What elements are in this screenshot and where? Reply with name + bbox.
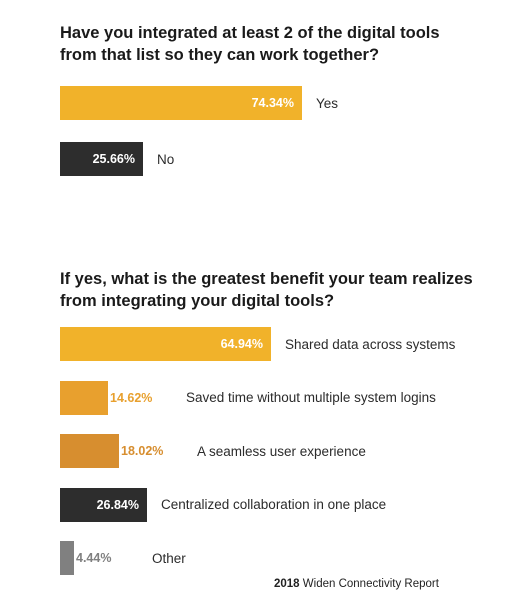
bar-value-label: 26.84% — [96, 497, 139, 512]
bar-value-label: 4.44% — [76, 551, 112, 565]
bar-row: 74.34% Yes — [60, 86, 338, 120]
bar-row: 64.94% Shared data across systems — [60, 327, 455, 361]
category-label: No — [157, 151, 175, 167]
bar: 26.84% — [60, 487, 147, 522]
bar-value-label: 64.94% — [220, 337, 263, 351]
bar: 74.34% — [60, 86, 302, 120]
footer-text: Widen Connectivity Report — [302, 578, 439, 590]
bar: 64.94% — [60, 327, 271, 361]
category-label: Saved time without multiple system login… — [186, 390, 436, 405]
chart-title: If yes, what is the greatest benefit you… — [60, 270, 473, 310]
source-footer: 2018 Widen Connectivity Report — [274, 578, 439, 590]
integration-chart: Have you integrated at least 2 of the di… — [60, 22, 480, 176]
category-label: Centralized collaboration in one place — [161, 497, 387, 512]
bar: 25.66% — [60, 142, 143, 176]
bar-value-label: 18.02% — [121, 444, 164, 458]
category-label: A seamless user experience — [197, 443, 366, 459]
bar: 18.02% — [60, 434, 163, 468]
bar-group: 74.34% Yes 25.66% No — [60, 86, 480, 186]
footer-year: 2018 — [274, 578, 300, 590]
bar: 4.44% — [60, 541, 111, 575]
bar-value-label: 14.62% — [110, 390, 153, 405]
benefit-chart: If yes, what is the greatest benefit you… — [60, 268, 480, 582]
bar-row: 25.66% No — [60, 142, 174, 176]
bar-row: 18.02% A seamless user experience — [60, 434, 366, 468]
category-label: Yes — [316, 95, 339, 111]
bar-value-label: 25.66% — [92, 152, 135, 166]
category-label: Other — [152, 550, 186, 566]
chart-title: Have you integrated at least 2 of the di… — [60, 24, 440, 64]
category-label: Shared data across systems — [285, 336, 456, 352]
bar-row: 4.44% Other — [60, 541, 186, 575]
bar-row: 26.84% Centralized collaboration in one p… — [60, 487, 387, 522]
bar-value-label: 74.34% — [251, 96, 294, 110]
bar-group: 64.94% Shared data across systems 14.62% Sa… — [60, 327, 480, 597]
bar: 14.62% — [60, 380, 152, 415]
bar-row: 14.62% Saved time without multiple system… — [60, 380, 436, 415]
